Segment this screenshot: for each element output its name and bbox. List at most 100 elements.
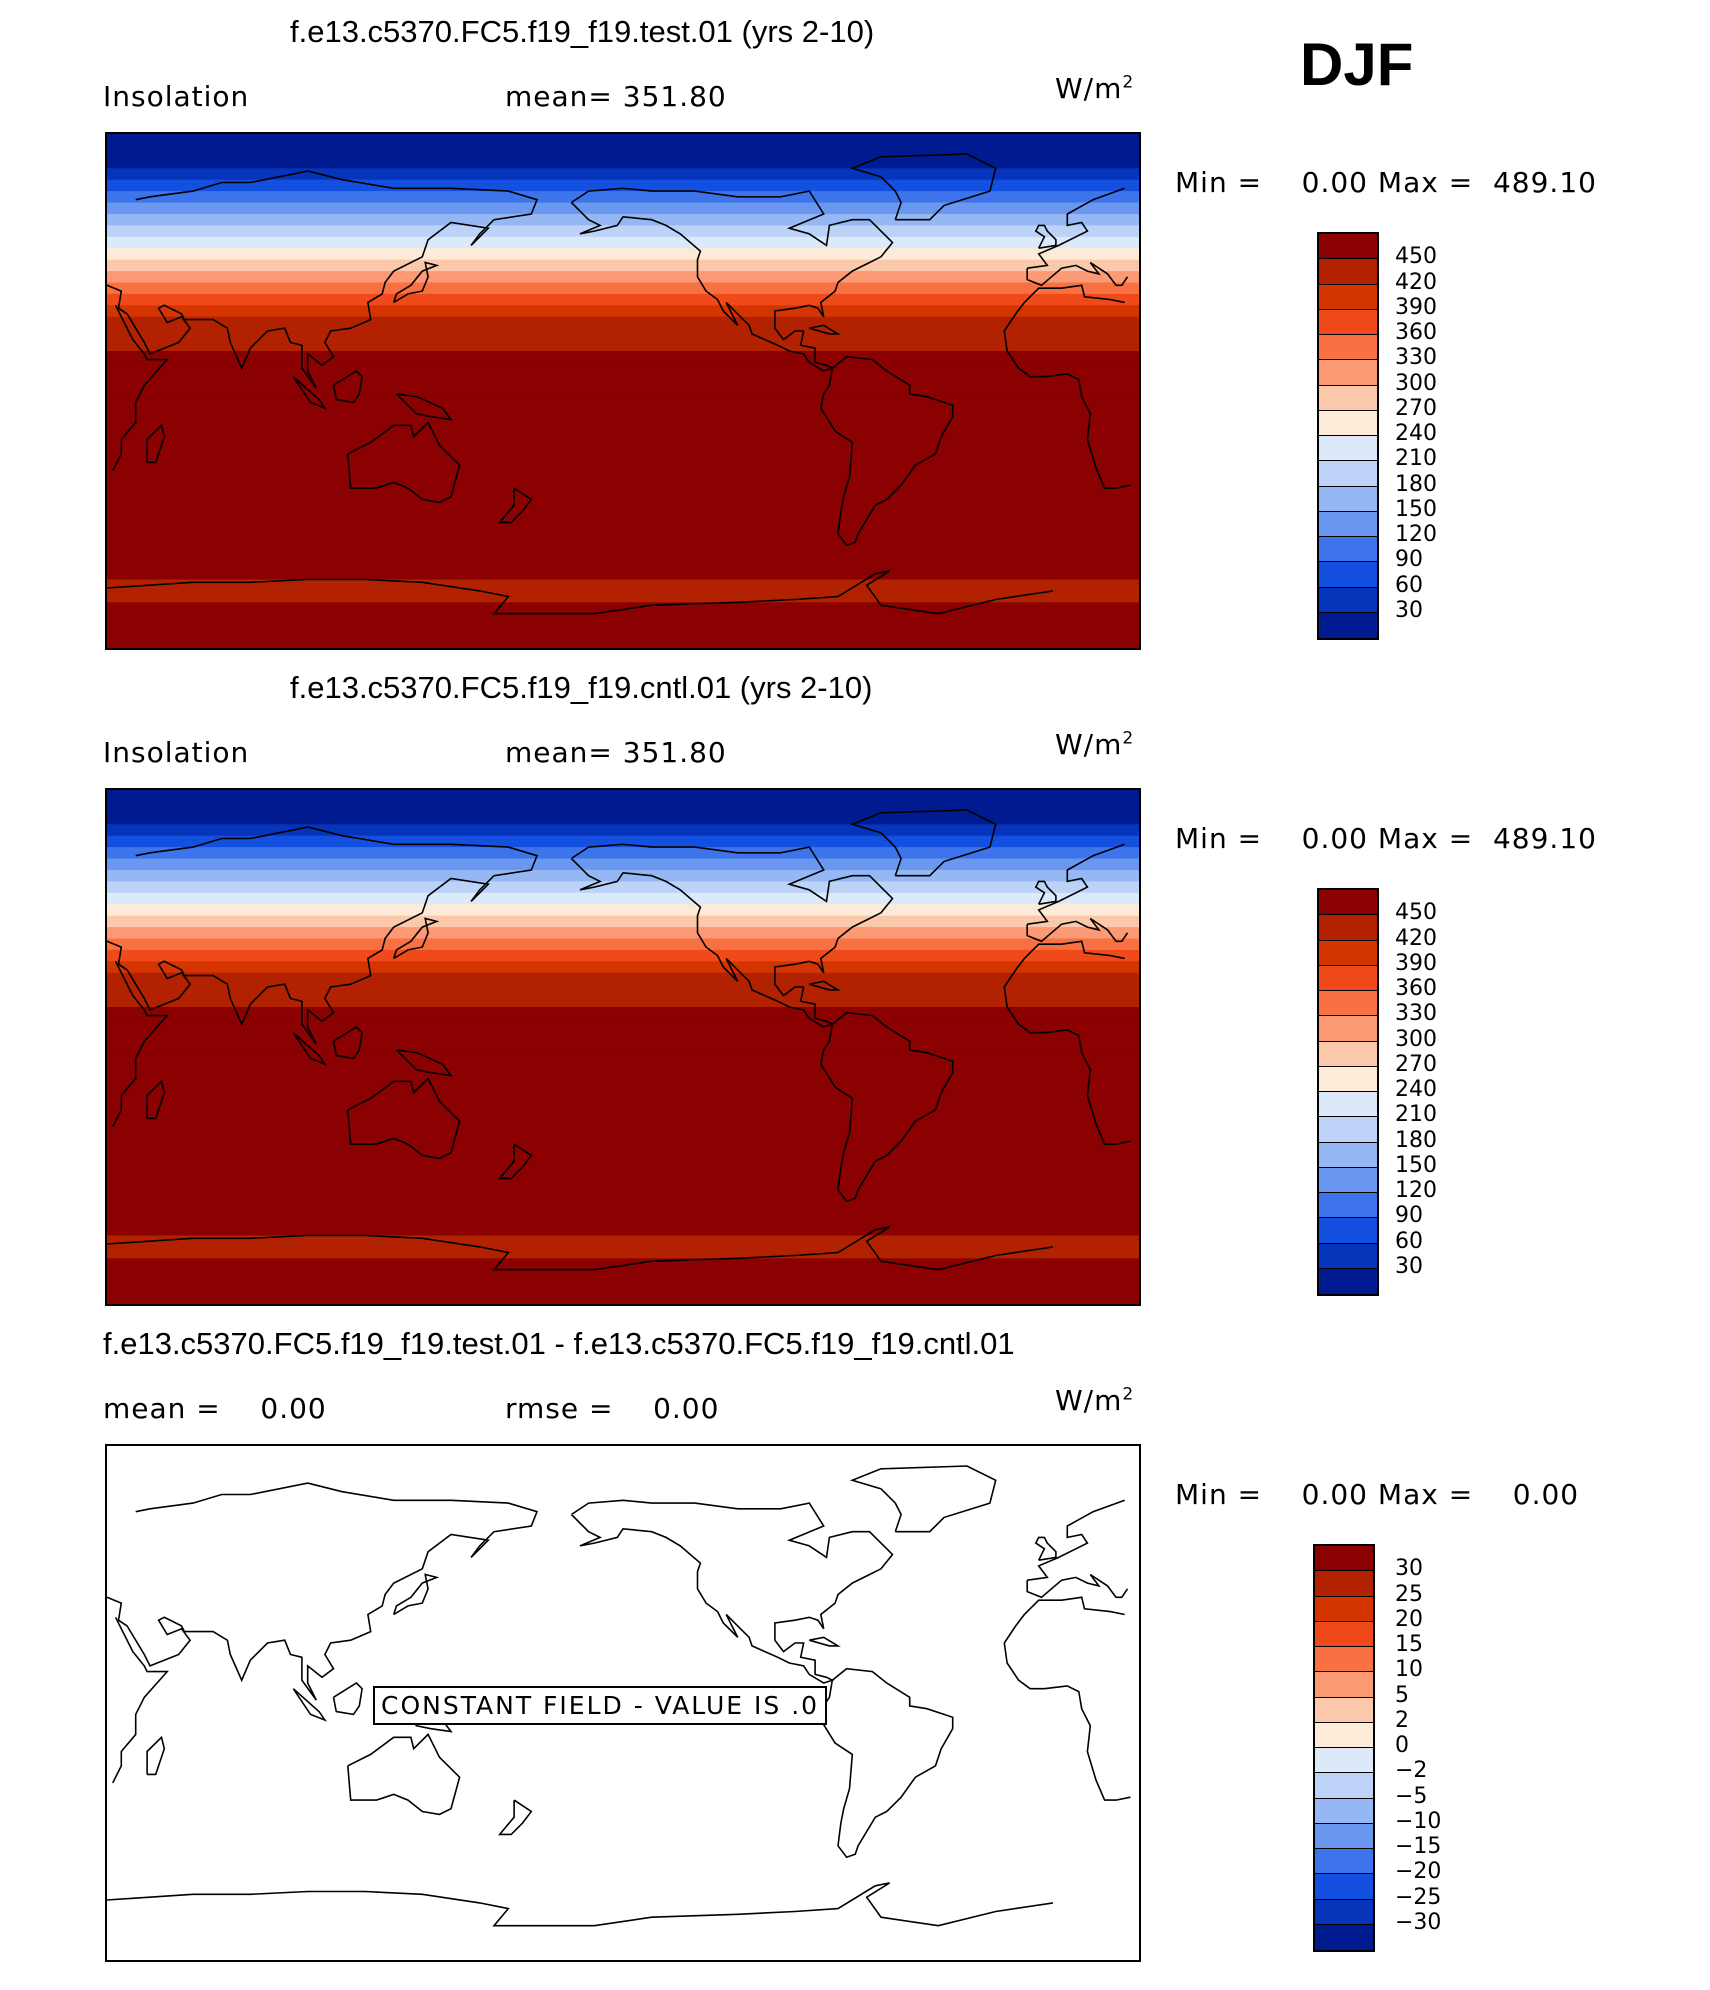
coastline — [809, 324, 841, 335]
colorbar-tick-label: 90 — [1395, 1203, 1423, 1229]
colorbar-tick-label: 390 — [1395, 950, 1437, 976]
colorbar-segment — [1319, 890, 1377, 916]
coastline — [849, 809, 997, 877]
colorbar-segment — [1319, 587, 1377, 613]
panel2-units: W/m2 — [1055, 728, 1135, 761]
insolation-band — [107, 904, 1139, 917]
colorbar-tick-label: 300 — [1395, 1026, 1437, 1052]
coastline — [395, 393, 453, 421]
colorbar-segment — [1319, 965, 1377, 991]
colorbar-tick-label: 25 — [1395, 1581, 1423, 1607]
coastline — [1026, 1573, 1129, 1599]
coastline — [1027, 843, 1125, 925]
insolation-band — [107, 949, 1139, 962]
coastline — [809, 1636, 841, 1647]
panel1-mean-label: mean= 351.80 — [505, 80, 727, 113]
colorbar-tick-label: 120 — [1395, 522, 1437, 547]
insolation-band — [107, 328, 1139, 341]
insolation-band — [107, 835, 1139, 848]
panel1-map-field — [107, 134, 1139, 648]
constant-field-notice: CONSTANT FIELD - VALUE IS .0 — [373, 1686, 828, 1725]
colorbar-segment — [1319, 1218, 1377, 1244]
coastline — [570, 1499, 894, 1684]
coastline — [111, 960, 169, 1128]
coastline — [537, 1882, 1054, 1927]
colorbar-segment — [1319, 486, 1377, 512]
insolation-band — [107, 1018, 1139, 1031]
colorbar-tick-label: 60 — [1395, 1228, 1423, 1254]
insolation-band — [107, 995, 1139, 1008]
colorbar-tick-label: 450 — [1395, 900, 1437, 926]
coastline — [1003, 986, 1131, 1145]
coastline — [819, 355, 954, 547]
coastline — [107, 1482, 539, 1701]
colorbar-tick-label: 210 — [1395, 1102, 1437, 1128]
coastline — [1003, 1642, 1131, 1801]
coastline — [1027, 1499, 1125, 1581]
colorbar-tick-label: 30 — [1395, 1556, 1423, 1582]
colorbar-tick-label: 420 — [1395, 925, 1437, 951]
colorbar-tick-label: 180 — [1395, 1127, 1437, 1153]
insolation-band — [107, 1281, 1139, 1304]
insolation-band — [107, 961, 1139, 974]
insolation-band — [107, 1235, 1139, 1259]
panel1-colorbar — [1317, 232, 1379, 640]
colorbar-segment — [1319, 511, 1377, 537]
colorbar-segment — [1315, 1924, 1373, 1950]
coastline — [537, 1226, 1054, 1271]
coastline — [537, 570, 1054, 615]
insolation-band — [107, 316, 1139, 329]
coastline — [819, 1011, 954, 1203]
coastline — [332, 1681, 363, 1716]
panel2-map-field — [107, 790, 1139, 1304]
coastline — [292, 1032, 328, 1066]
panel2-mean-label: mean= 351.80 — [505, 736, 727, 769]
colorbar-tick-label: 270 — [1395, 1051, 1437, 1077]
colorbar-tick-label: 390 — [1395, 294, 1437, 320]
colorbar-tick-label: 180 — [1395, 471, 1437, 497]
colorbar-segment — [1319, 991, 1377, 1017]
colorbar-tick-label: 20 — [1395, 1606, 1423, 1632]
insolation-band — [107, 790, 1139, 825]
insolation-band — [107, 305, 1139, 318]
insolation-band — [107, 579, 1139, 603]
insolation-band — [107, 625, 1139, 648]
insolation-band — [107, 892, 1139, 905]
coastline — [107, 578, 537, 615]
insolation-band — [107, 1029, 1139, 1042]
insolation-band — [107, 927, 1139, 939]
colorbar-tick-label: −2 — [1395, 1758, 1428, 1784]
colorbar-segment — [1319, 284, 1377, 310]
coastline — [1034, 224, 1057, 249]
colorbar-segment — [1319, 915, 1377, 941]
insolation-band — [107, 179, 1139, 192]
colorbar-segment — [1315, 1748, 1373, 1774]
coastline — [1034, 880, 1057, 905]
coastline — [146, 1735, 166, 1776]
insolation-band — [107, 1052, 1139, 1236]
colorbar-tick-label: 240 — [1395, 421, 1437, 446]
panel3-title: f.e13.c5370.FC5.f19_f19.test.01 - f.e13.… — [103, 1326, 1015, 1361]
coastline — [392, 917, 440, 960]
insolation-band — [107, 373, 1139, 386]
colorbar-segment — [1319, 1167, 1377, 1193]
colorbar-segment — [1315, 1823, 1373, 1849]
colorbar-segment — [1319, 1142, 1377, 1168]
colorbar-segment — [1319, 940, 1377, 966]
coastline — [1027, 187, 1125, 269]
colorbar-tick-label: 10 — [1395, 1657, 1423, 1683]
panel3-mean: mean = 0.00 — [103, 1392, 327, 1425]
coastline — [107, 170, 539, 389]
coastline — [849, 1465, 997, 1533]
panel1-title: f.e13.c5370.FC5.f19_f19.test.01 (yrs 2-1… — [290, 14, 875, 49]
colorbar-tick-label: 330 — [1395, 345, 1437, 371]
colorbar-tick-label: 360 — [1395, 320, 1437, 345]
colorbar-segment — [1315, 1849, 1373, 1875]
insolation-band — [107, 202, 1139, 215]
panel3-stats: Min = 0.00 Max = 0.00 — [1175, 1478, 1580, 1511]
coastline — [392, 261, 440, 304]
insolation-band — [107, 984, 1139, 997]
panel3-colorbar — [1313, 1544, 1375, 1952]
colorbar-tick-label: 450 — [1395, 244, 1437, 270]
coastline — [1026, 261, 1129, 287]
